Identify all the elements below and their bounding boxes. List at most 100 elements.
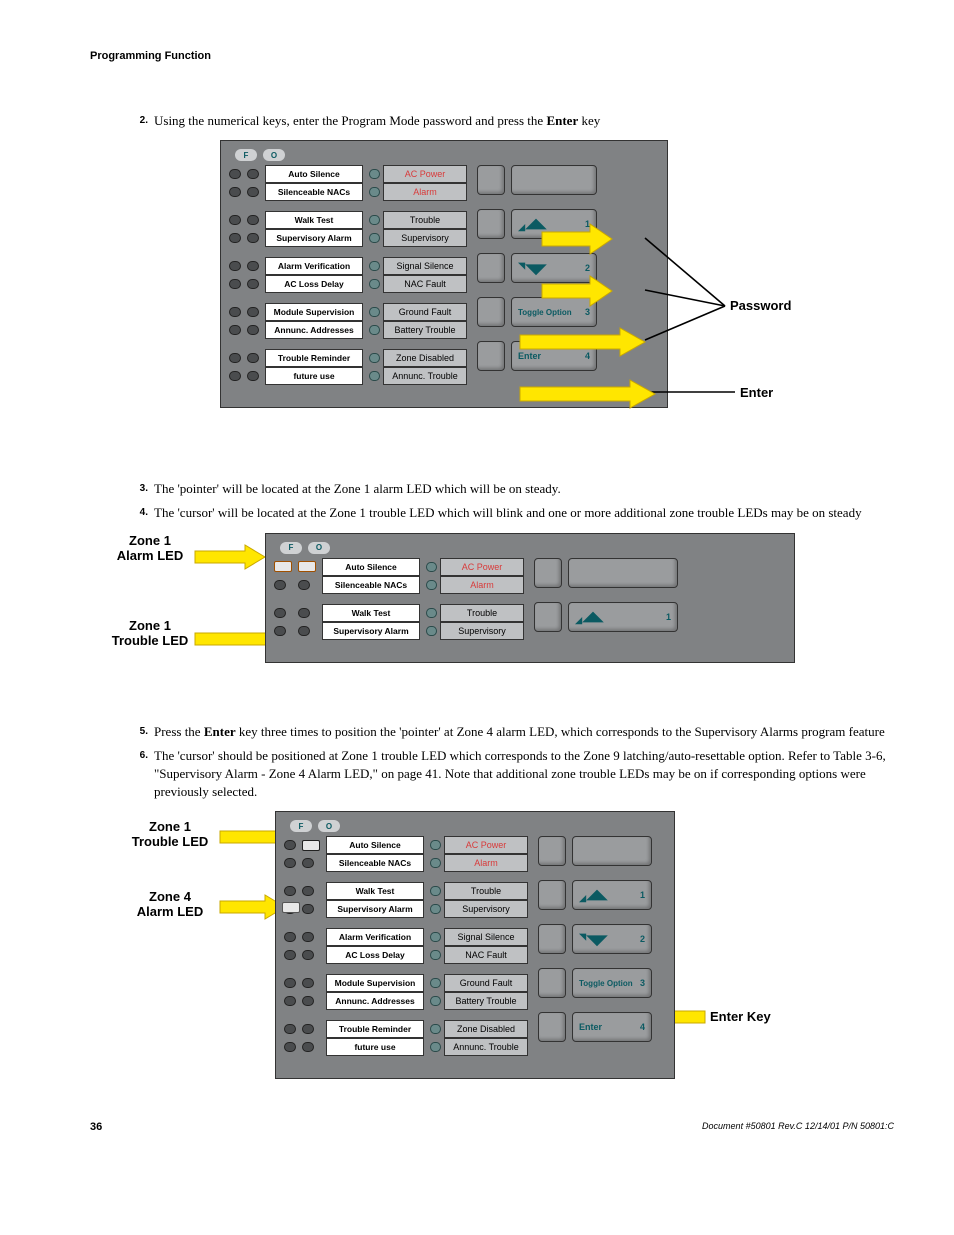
status-label: Signal Silence <box>383 257 467 275</box>
key-small[interactable] <box>538 924 566 954</box>
led-column <box>298 558 316 650</box>
zone-led <box>247 325 259 335</box>
feature-label: Trouble Reminder <box>326 1020 424 1038</box>
key-small[interactable] <box>477 209 505 239</box>
key-small[interactable] <box>477 253 505 283</box>
feature-label: Supervisory Alarm <box>322 622 420 640</box>
status-label: Alarm <box>383 183 467 201</box>
feature-label: Annunc. Addresses <box>265 321 363 339</box>
zone-led <box>247 233 259 243</box>
control-panel-3: FOAuto SilenceSilenceable NACsWalk TestS… <box>275 811 675 1079</box>
arrow-key-up[interactable]: 1 <box>572 880 652 910</box>
step-4: 4. The 'cursor' will be located at the Z… <box>130 504 894 522</box>
enter-key[interactable]: Enter4 <box>511 341 597 371</box>
status-led <box>430 1042 441 1052</box>
zone-led <box>284 840 296 850</box>
enter-key[interactable]: Enter4 <box>572 1012 652 1042</box>
key-small[interactable] <box>477 297 505 327</box>
keypad-column: 1 2 Toggle Option3 Enter4 <box>538 836 652 1066</box>
arrow-key-down[interactable]: 2 <box>511 253 597 283</box>
label-column-1: Auto SilenceSilenceable NACsWalk TestSup… <box>326 836 424 1066</box>
key-small[interactable] <box>534 558 562 588</box>
feature-label: Trouble Reminder <box>265 349 363 367</box>
key-blank[interactable] <box>568 558 678 588</box>
status-led <box>430 840 441 850</box>
step-6: 6. The 'cursor' should be positioned at … <box>130 747 894 802</box>
zone-led <box>302 886 314 896</box>
feature-label: Alarm Verification <box>326 928 424 946</box>
key-small[interactable] <box>538 836 566 866</box>
status-led <box>430 858 441 868</box>
status-led <box>369 371 380 381</box>
feature-label: Module Supervision <box>326 974 424 992</box>
key-small[interactable] <box>534 602 562 632</box>
key-blank[interactable] <box>511 165 597 195</box>
key-small[interactable] <box>538 880 566 910</box>
status-label: NAC Fault <box>444 946 528 964</box>
status-label: NAC Fault <box>383 275 467 293</box>
arrow-key-up[interactable]: 1 <box>511 209 597 239</box>
status-label: Supervisory <box>440 622 524 640</box>
zone-led <box>229 187 241 197</box>
status-label: Battery Trouble <box>383 321 467 339</box>
zone-led <box>298 580 310 590</box>
o-badge: O <box>263 149 285 161</box>
status-led <box>369 215 380 225</box>
keypad-column: 1 2 Toggle Option3 Enter4 <box>477 165 597 395</box>
panel-2-wrap: Zone 1Alarm LED Zone 1Trouble LED FOAuto… <box>90 533 894 693</box>
feature-label: Silenceable NACs <box>265 183 363 201</box>
feature-label: Annunc. Addresses <box>326 992 424 1010</box>
key-small[interactable] <box>538 1012 566 1042</box>
status-label: Zone Disabled <box>444 1020 528 1038</box>
panel-1-wrap: FOAuto SilenceSilenceable NACsWalk TestS… <box>90 140 894 450</box>
key-small[interactable] <box>477 165 505 195</box>
feature-label: Alarm Verification <box>265 257 363 275</box>
status-label: AC Power <box>444 836 528 854</box>
zone-led <box>284 1024 296 1034</box>
page-number: 36 <box>90 1121 102 1133</box>
feature-label: Supervisory Alarm <box>265 229 363 247</box>
zone-led <box>229 325 241 335</box>
password-label: Password <box>730 298 791 313</box>
status-label: Battery Trouble <box>444 992 528 1010</box>
page-footer: 36 Document #50801 Rev.C 12/14/01 P/N 50… <box>90 1101 894 1133</box>
zone4-alarm-led-label: Zone 4Alarm LED <box>110 889 230 919</box>
status-label: Trouble <box>383 211 467 229</box>
page-header: Programming Function <box>90 50 894 62</box>
control-panel-partial: FOAuto SilenceSilenceable NACsWalk TestS… <box>265 533 795 663</box>
zone-led <box>229 215 241 225</box>
feature-label: Walk Test <box>265 211 363 229</box>
feature-label: future use <box>265 367 363 385</box>
feature-label: AC Loss Delay <box>326 946 424 964</box>
toggle-option-key[interactable]: Toggle Option3 <box>511 297 597 327</box>
feature-label: Walk Test <box>322 604 420 622</box>
toggle-option-key[interactable]: Toggle Option3 <box>572 968 652 998</box>
status-led <box>430 1024 441 1034</box>
doc-id: Document #50801 Rev.C 12/14/01 P/N 50801… <box>702 1121 894 1133</box>
status-label: Trouble <box>444 882 528 900</box>
zone-led <box>274 626 286 636</box>
zone-led <box>284 1042 296 1052</box>
zone-led <box>284 950 296 960</box>
zone-led <box>247 371 259 381</box>
feature-label: future use <box>326 1038 424 1056</box>
key-small[interactable] <box>538 968 566 998</box>
zone-led <box>284 886 296 896</box>
status-label: Alarm <box>444 854 528 872</box>
key-blank[interactable] <box>572 836 652 866</box>
step-2: 2. Using the numerical keys, enter the P… <box>130 112 894 130</box>
arrow-key-up[interactable]: 1 <box>568 602 678 632</box>
key-small[interactable] <box>477 341 505 371</box>
step-5: 5. Press the Enter key three times to po… <box>130 723 894 741</box>
status-led <box>369 353 380 363</box>
enter-key-label: Enter Key <box>710 1009 771 1024</box>
feature-label: Auto Silence <box>322 558 420 576</box>
arrow-key-down[interactable]: 2 <box>572 924 652 954</box>
label-column-1: Auto SilenceSilenceable NACsWalk TestSup… <box>322 558 420 650</box>
status-led <box>430 904 441 914</box>
zone-led <box>247 215 259 225</box>
f-badge: F <box>280 542 302 554</box>
led-column <box>229 165 241 395</box>
status-label: Ground Fault <box>444 974 528 992</box>
status-led <box>369 187 380 197</box>
